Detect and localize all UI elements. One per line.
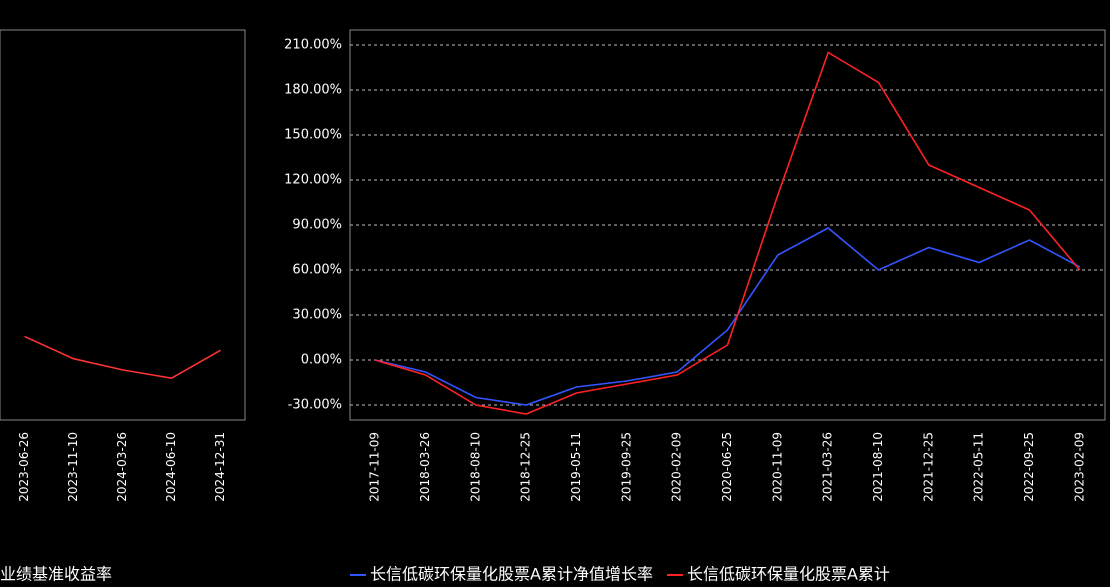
series-line — [375, 228, 1080, 405]
x-tick-label: 2021-08-10 — [871, 432, 885, 502]
plot-frame — [350, 30, 1105, 420]
x-tick-label: 2021-12-25 — [921, 432, 935, 502]
x-tick-label: 2024-12-31 — [213, 432, 227, 502]
x-tick-label: 2019-09-25 — [619, 432, 633, 502]
legend-label: 业绩基准收益率 — [0, 565, 112, 584]
x-tick-label: 2018-12-25 — [519, 432, 533, 502]
x-tick-label: 2020-11-09 — [770, 432, 784, 502]
x-tick-label: 2018-03-26 — [418, 432, 432, 502]
x-tick-label: 2023-06-26 — [17, 432, 31, 502]
chart: 2023-06-26 2023-11-10 2024-03-26 2024-06-10… — [0, 0, 1110, 587]
y-tick-label: 210.00% — [284, 38, 342, 53]
x-tick-label: 2017-11-09 — [368, 432, 382, 502]
x-tick-label: 2023-11-10 — [66, 432, 80, 502]
y-tick-label: 30.00% — [292, 308, 342, 323]
x-tick-label: 2022-09-25 — [1022, 432, 1036, 502]
y-tick-label: 0.00% — [301, 353, 342, 368]
x-tick-label: 2018-08-10 — [468, 432, 482, 502]
y-tick-label: 150.00% — [284, 128, 342, 143]
y-tick-label: 60.00% — [292, 263, 342, 278]
x-tick-label: 2020-02-09 — [670, 432, 684, 502]
x-tick-label: 2024-03-26 — [115, 432, 129, 502]
legend-label: 长信低碳环保量化股票A累计 — [687, 565, 890, 584]
x-tick-label: 2020-06-25 — [720, 432, 734, 502]
x-tick-label: 2019-05-11 — [569, 432, 583, 502]
y-tick-label: -30.00% — [288, 398, 342, 413]
x-tick-label: 2022-05-11 — [972, 432, 986, 502]
y-tick-label: 90.00% — [292, 218, 342, 233]
legend-label: 长信低碳环保量化股票A累计净值增长率 — [370, 565, 653, 584]
x-tick-label: 2023-02-09 — [1072, 432, 1086, 502]
x-tick-label: 2024-06-10 — [164, 432, 178, 502]
y-tick-label: 120.00% — [284, 173, 342, 188]
y-tick-label: 180.00% — [284, 83, 342, 98]
series-line — [25, 336, 221, 378]
plot-frame — [0, 30, 245, 420]
x-tick-label: 2021-03-26 — [821, 432, 835, 502]
